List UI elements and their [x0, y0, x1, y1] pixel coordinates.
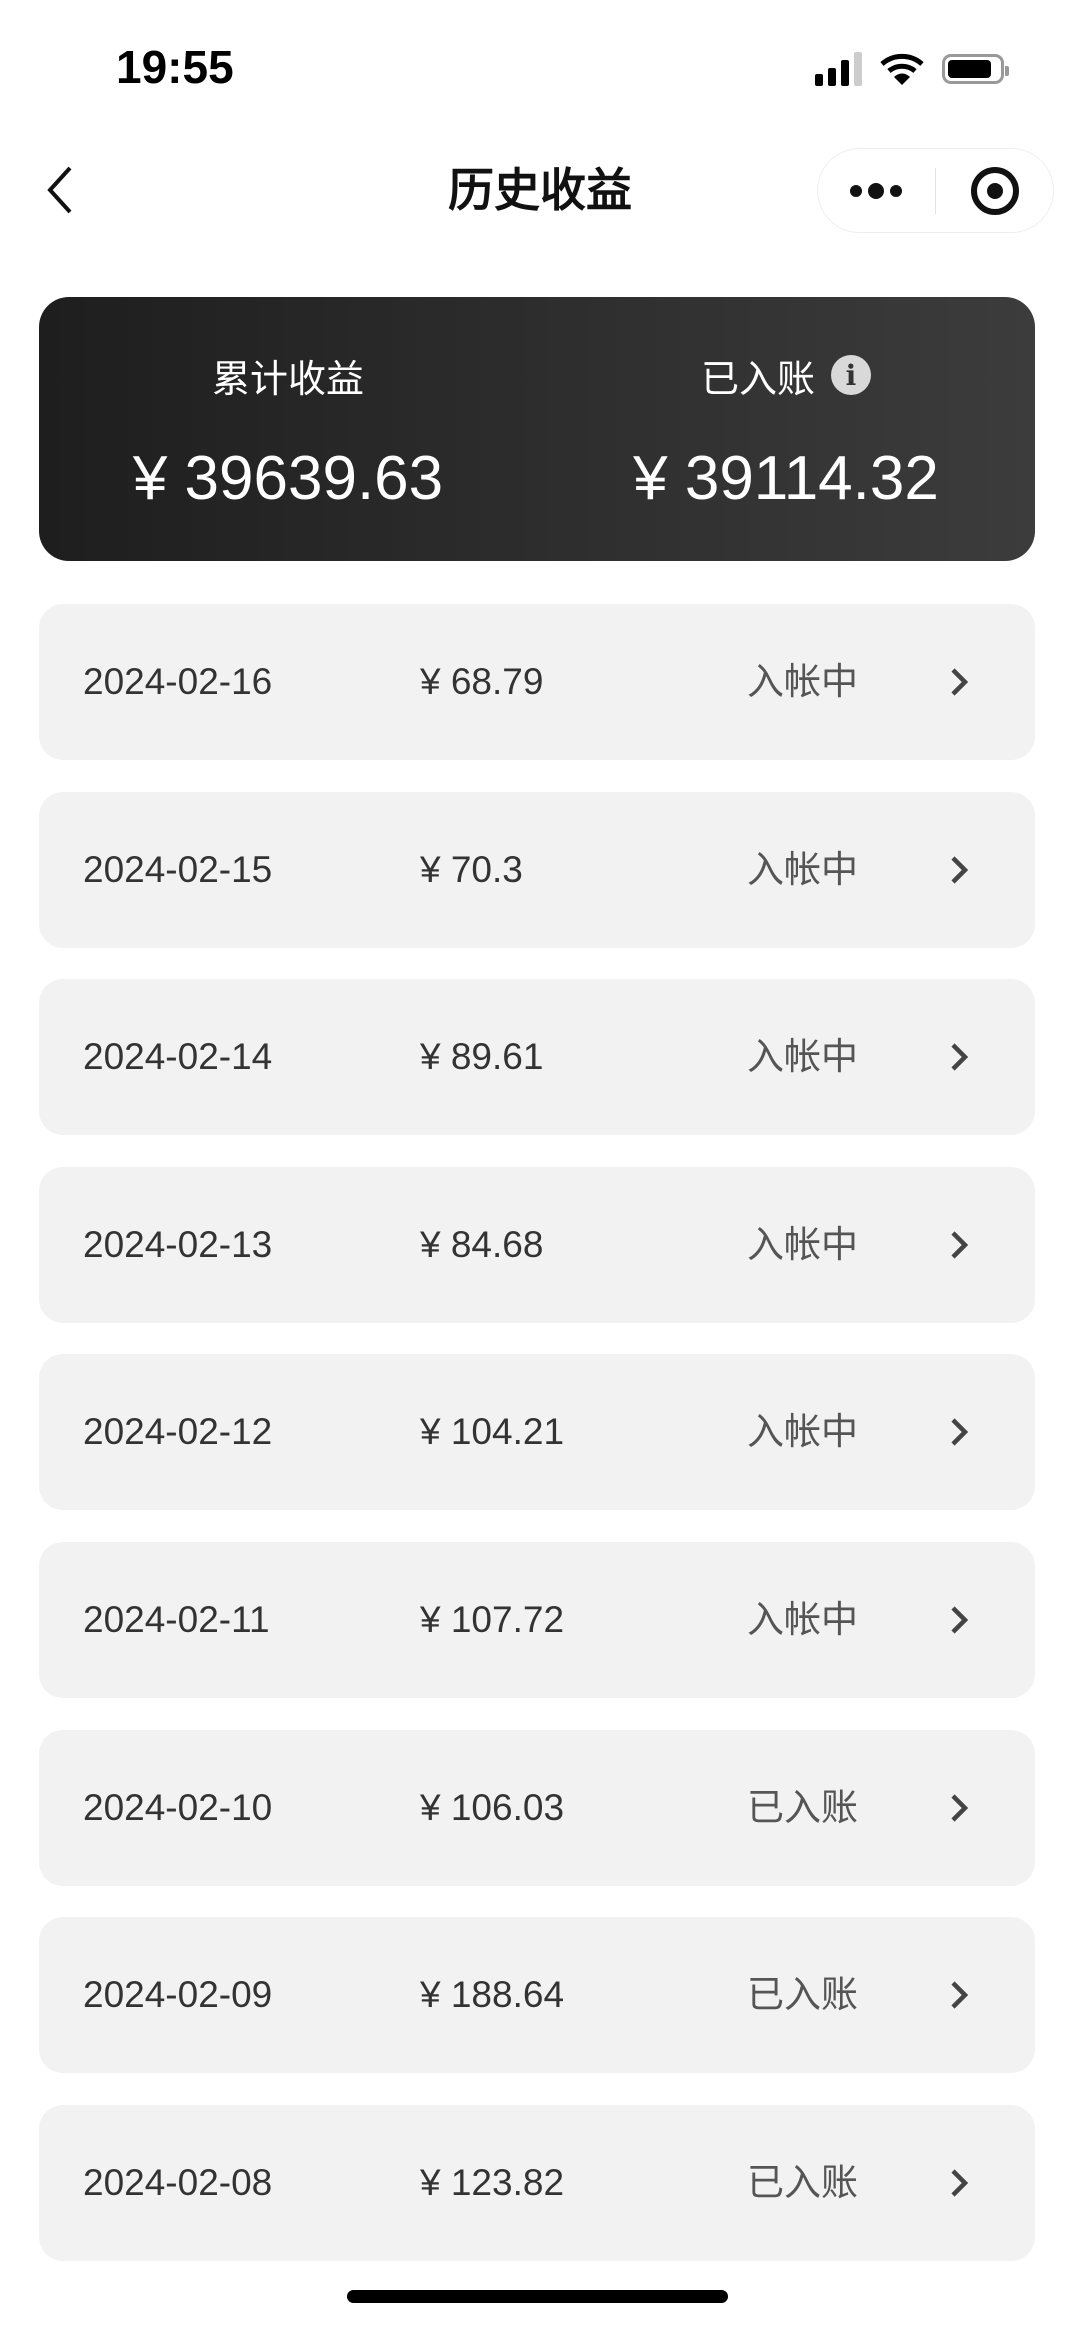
record-status: 入帐中 [747, 1036, 858, 1078]
record-amount: ¥ 70.3 [420, 848, 523, 890]
total-label: 累计收益 [211, 358, 364, 401]
record-amount: ¥ 123.82 [420, 2161, 565, 2203]
chevron-right-icon [951, 1043, 969, 1071]
close-button[interactable] [936, 149, 1053, 232]
chevron-right-icon [951, 856, 969, 884]
list-item[interactable]: 2024-02-08 ¥ 123.82 已入账 [39, 2104, 1035, 2261]
list-item[interactable]: 2024-02-11 ¥ 107.72 入帐中 [39, 1541, 1035, 1698]
list-item[interactable]: 2024-02-10 ¥ 106.03 已入账 [39, 1729, 1035, 1886]
record-amount: ¥ 104.21 [420, 1411, 565, 1453]
more-dots-icon [850, 182, 903, 199]
record-date: 2024-02-12 [83, 1411, 273, 1453]
record-status: 已入账 [747, 2161, 858, 2203]
record-date: 2024-02-10 [83, 1786, 273, 1828]
total-earnings: 累计收益 ¥ 39639.63 [39, 297, 537, 561]
list-item[interactable]: 2024-02-15 ¥ 70.3 入帐中 [39, 791, 1035, 948]
record-date: 2024-02-09 [83, 1974, 273, 2016]
summary-card: 累计收益 ¥ 39639.63 已入账 i ¥ 39114.32 [39, 297, 1035, 561]
record-date: 2024-02-16 [83, 661, 273, 702]
status-icons [815, 52, 1009, 86]
record-status: 入帐中 [747, 1598, 858, 1640]
record-status: 入帐中 [747, 1411, 858, 1453]
record-status: 已入账 [747, 1786, 858, 1828]
battery-icon [942, 54, 1009, 84]
list-item[interactable]: 2024-02-16 ¥ 68.79 入帐中 [39, 604, 1035, 760]
status-time: 19:55 [116, 41, 234, 93]
mini-program-capsule [817, 148, 1054, 233]
list-item[interactable]: 2024-02-09 ¥ 188.64 已入账 [39, 1917, 1035, 2074]
back-button[interactable] [40, 160, 100, 220]
chevron-right-icon [951, 1606, 969, 1634]
list-item[interactable]: 2024-02-14 ¥ 89.61 入帐中 [39, 979, 1035, 1136]
signal-icon [815, 52, 862, 86]
info-icon[interactable]: i [831, 355, 871, 395]
settled-amount: ¥ 39114.32 [633, 444, 939, 513]
record-amount: ¥ 106.03 [420, 1786, 565, 1828]
record-date: 2024-02-13 [83, 1223, 273, 1265]
more-button[interactable] [818, 149, 935, 232]
home-indicator[interactable] [347, 2290, 728, 2303]
chevron-right-icon [951, 668, 969, 696]
record-date: 2024-02-14 [83, 1036, 273, 1078]
record-date: 2024-02-15 [83, 848, 273, 890]
record-date: 2024-02-11 [83, 1598, 270, 1640]
settled-earnings: 已入账 i ¥ 39114.32 [537, 297, 1035, 561]
list-item[interactable]: 2024-02-13 ¥ 84.68 入帐中 [39, 1166, 1035, 1323]
earnings-list: 2024-02-16 ¥ 68.79 入帐中 2024-02-15 ¥ 70.3… [39, 604, 1035, 2292]
record-amount: ¥ 68.79 [420, 661, 544, 702]
target-circle-icon [970, 166, 1019, 215]
wifi-icon [880, 53, 924, 85]
chevron-right-icon [951, 1231, 969, 1259]
list-item[interactable]: 2024-02-12 ¥ 104.21 入帐中 [39, 1354, 1035, 1511]
record-date: 2024-02-08 [83, 2161, 273, 2203]
record-status: 入帐中 [747, 1223, 858, 1265]
record-status: 入帐中 [747, 848, 858, 890]
chevron-right-icon [951, 2169, 969, 2197]
record-status: 已入账 [747, 1974, 858, 2016]
capsule-divider [934, 167, 937, 214]
chevron-right-icon [951, 1793, 969, 1822]
record-amount: ¥ 89.61 [420, 1036, 544, 1078]
record-status: 入帐中 [747, 661, 858, 702]
total-amount: ¥ 39639.63 [132, 444, 444, 513]
chevron-right-icon [951, 1418, 969, 1446]
record-amount: ¥ 107.72 [420, 1598, 565, 1640]
page-title: 历史收益 [448, 164, 632, 216]
record-amount: ¥ 84.68 [420, 1223, 544, 1265]
chevron-right-icon [951, 1981, 969, 2009]
settled-label: 已入账 [700, 358, 815, 401]
record-amount: ¥ 188.64 [420, 1974, 565, 2016]
